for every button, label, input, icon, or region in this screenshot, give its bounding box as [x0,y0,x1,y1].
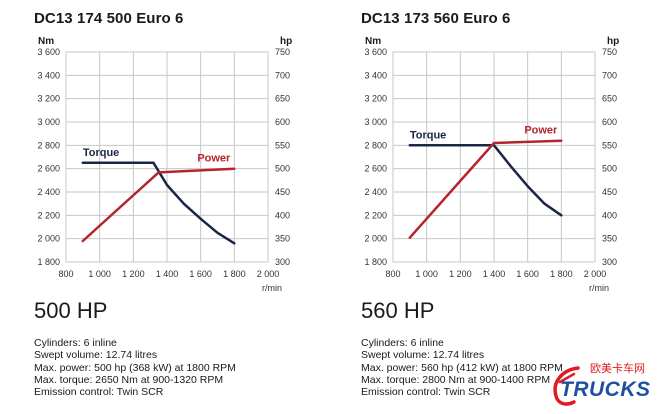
y-right-tick-label: 600 [602,117,617,127]
x-tick-label: 2 000 [257,269,280,279]
y-left-tick-label: 3 000 [364,117,387,127]
torque-power-chart: 800 1 000 1 200 1 400 1 600 1 800 2 000 1 800 30… [37,36,292,293]
y-left-axis-label: Nm [365,36,381,47]
spec-max-power: Max. power: 500 hp (368 kW) at 1800 RPM [34,361,236,374]
torque-series-label: Torque [410,129,446,141]
engine-specs: Cylinders: 6 inline Swept volume: 12.74 … [361,337,563,398]
y-left-tick-label: 3 400 [364,70,387,80]
power-line [81,167,236,243]
y-left-tick-label: 3 400 [37,70,60,80]
y-right-tick-label: 600 [275,117,290,127]
torque-line [81,161,236,245]
x-tick-label: 1 200 [449,269,472,279]
engine-title: DC13 174 500 Euro 6 [34,10,184,27]
y-right-tick-label: 500 [275,164,290,174]
spec-swept-volume: Swept volume: 12.74 litres [361,349,485,362]
y-left-tick-label: 2 200 [364,210,387,220]
engine-specs: Cylinders: 6 inline Swept volume: 12.74 … [34,337,236,398]
logo-chinese-text: 欧美卡车网 [590,362,645,375]
y-left-tick-label: 1 800 [364,257,387,267]
torque-line [408,144,563,217]
x-tick-label: 1 800 [223,269,246,279]
engine-panel-500: DC13 174 500 Euro 6 800 1 000 1 200 1 400 1 … [34,10,292,398]
x-tick-label: 1 600 [516,269,539,279]
y-right-tick-label: 450 [275,187,290,197]
y-left-tick-label: 3 600 [364,47,387,57]
horsepower-heading: 500 HP [34,298,108,323]
y-left-tick-label: 2 800 [37,140,60,150]
y-left-tick-label: 1 800 [37,257,60,267]
logo-swoosh-icon [553,366,580,406]
y-right-tick-label: 350 [602,234,617,244]
y-right-tick-label: 700 [602,70,617,80]
x-tick-label: 2 000 [584,269,607,279]
x-tick-label: 1 200 [122,269,145,279]
y-right-tick-label: 750 [602,47,617,57]
y-right-tick-label: 450 [602,187,617,197]
x-tick-label: 800 [385,269,400,279]
y-left-tick-label: 3 200 [364,94,387,104]
x-tick-label: 1 600 [189,269,212,279]
y-right-tick-label: 400 [602,210,617,220]
torque-series-label: Torque [83,147,119,159]
y-right-tick-label: 550 [275,140,290,150]
y-right-axis-label: hp [607,36,619,47]
y-right-tick-label: 500 [602,164,617,174]
y-right-tick-label: 550 [602,140,617,150]
y-right-tick-label: 700 [275,70,290,80]
x-axis-label: r/min [589,283,609,293]
y-left-tick-label: 2 000 [37,234,60,244]
x-tick-label: 1 800 [550,269,573,279]
spec-cylinders: Cylinders: 6 inline [34,337,117,349]
power-line [408,139,563,239]
y-left-tick-label: 2 800 [364,140,387,150]
y-right-tick-label: 300 [602,257,617,267]
engine-panel-560: DC13 173 560 Euro 6 800 1 000 1 200 1 400 1 … [327,0,657,414]
spec-swept-volume: Swept volume: 12.74 litres [34,349,158,362]
y-right-tick-label: 650 [275,94,290,104]
engine-title: DC13 173 560 Euro 6 [361,10,511,27]
x-axis-label: r/min [262,283,282,293]
y-right-axis-label: hp [280,36,292,47]
spec-max-power: Max. power: 560 hp (412 kW) at 1800 RPM [361,361,563,374]
y-right-tick-label: 350 [275,234,290,244]
spec-max-torque: Max. torque: 2650 Nm at 900-1320 RPM [34,373,224,386]
y-left-tick-label: 3 000 [37,117,60,127]
y-left-axis-label: Nm [38,36,54,47]
y-left-tick-label: 2 600 [364,164,387,174]
torque-power-chart: 800 1 000 1 200 1 400 1 600 1 800 2 000 1 800 30… [364,36,619,293]
spec-emission-control: Emission control: Twin SCR [361,386,491,399]
y-left-tick-label: 2 400 [37,187,60,197]
horsepower-heading: 560 HP [361,298,435,323]
power-series-label: Power [524,125,558,137]
logo-wordmark: TRUCKS [560,378,651,401]
x-tick-label: 1 400 [483,269,506,279]
y-right-tick-label: 400 [275,210,290,220]
power-series-label: Power [197,153,231,165]
y-left-tick-label: 2 200 [37,210,60,220]
watermark-logo: 欧美卡车网 TRUCKS [548,358,656,410]
y-right-tick-label: 750 [275,47,290,57]
x-tick-label: 1 000 [415,269,438,279]
x-tick-label: 1 400 [156,269,179,279]
y-left-tick-label: 2 400 [364,187,387,197]
y-left-tick-label: 2 000 [364,234,387,244]
spec-max-torque: Max. torque: 2800 Nm at 900-1400 RPM [361,373,551,386]
y-right-tick-label: 650 [602,94,617,104]
spec-emission-control: Emission control: Twin SCR [34,386,164,399]
y-left-tick-label: 3 600 [37,47,60,57]
spec-cylinders: Cylinders: 6 inline [361,337,444,349]
y-left-tick-label: 3 200 [37,94,60,104]
y-left-tick-label: 2 600 [37,164,60,174]
x-tick-label: 800 [58,269,73,279]
y-right-tick-label: 300 [275,257,290,267]
x-tick-label: 1 000 [88,269,111,279]
